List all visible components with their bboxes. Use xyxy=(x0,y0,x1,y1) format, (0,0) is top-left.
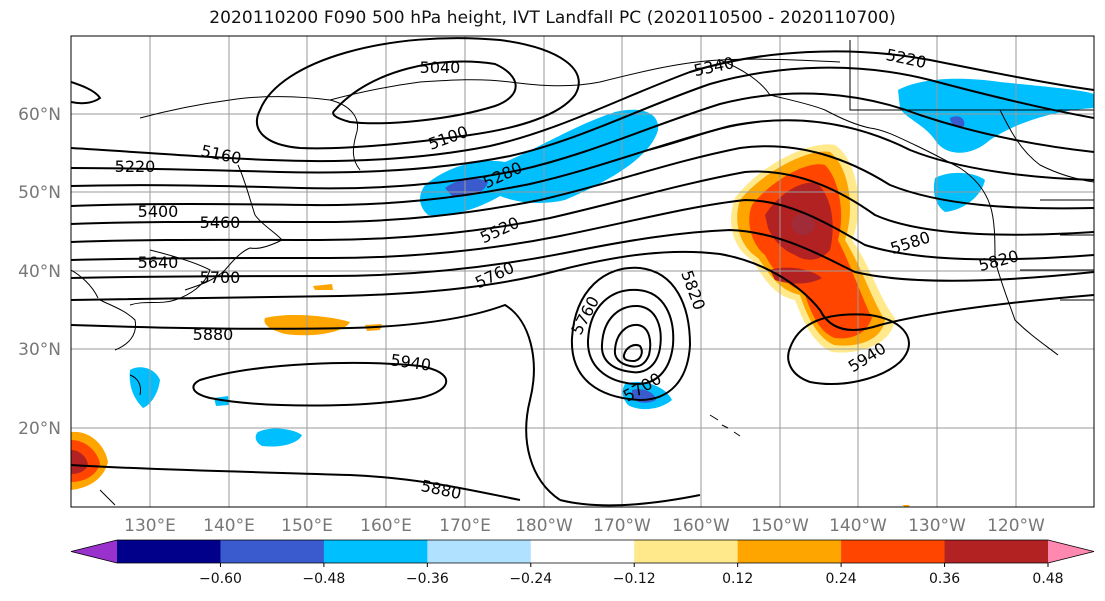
colorbar-tick-label: −0.60 xyxy=(199,571,242,587)
lon-label: 180°W xyxy=(515,516,573,536)
colorbar-segment xyxy=(117,540,221,563)
lon-label: 150°E xyxy=(281,516,333,536)
gridlines xyxy=(71,36,1094,507)
colorbar-tick-label: −0.48 xyxy=(302,571,345,587)
height-contours xyxy=(71,37,1094,507)
lat-label: 60°N xyxy=(18,105,61,125)
colorbar-segment xyxy=(634,540,739,563)
colorbar-tick-label: 0.12 xyxy=(722,571,753,587)
contour-label: 5400 xyxy=(138,202,179,221)
contour-label: 5040 xyxy=(420,58,461,77)
lat-label: 30°N xyxy=(18,340,61,360)
colorbar-outline xyxy=(70,539,1095,564)
lon-label: 160°E xyxy=(360,516,412,536)
contour-label: 5700 xyxy=(200,268,241,287)
contour-label: 5880 xyxy=(193,325,234,344)
colorbar-segment xyxy=(530,540,635,563)
lon-label: 160°W xyxy=(672,516,730,536)
colorbar-segment xyxy=(427,540,532,563)
colorbar-extend-low xyxy=(71,540,117,563)
lon-label: 140°W xyxy=(829,516,887,536)
lat-label: 50°N xyxy=(18,183,61,203)
colorbar-segment xyxy=(944,540,1049,563)
contour-label: 5460 xyxy=(200,213,241,232)
colorbar-tick-label: −0.12 xyxy=(613,571,656,587)
colorbar-tick-label: −0.24 xyxy=(509,571,552,587)
colorbar-extend-high xyxy=(1048,540,1094,563)
colorbar-segment xyxy=(737,540,842,563)
contour-label: 5220 xyxy=(115,157,156,176)
lon-label: 170°E xyxy=(439,516,491,536)
map-title: 2020110200 F090 500 hPa height, IVT Land… xyxy=(209,8,896,28)
lon-label: 120°W xyxy=(987,516,1045,536)
colorbar-segment xyxy=(841,540,946,563)
map-frame xyxy=(70,35,1095,508)
lon-label: 170°W xyxy=(593,516,651,536)
lat-label: 20°N xyxy=(18,419,61,439)
colorbar: −0.60 −0.48 −0.36 −0.24 −0.12 0.12 0.24 0.36 0.4… xyxy=(70,539,1095,587)
colorbar-segment xyxy=(323,540,428,563)
map-area: 5040 5100 5160 5220 5280 5340 5400 5460 … xyxy=(71,36,1094,507)
lon-label: 140°E xyxy=(203,516,255,536)
colorbar-tick-label: 0.48 xyxy=(1032,571,1063,587)
colorbar-tick-label: 0.36 xyxy=(929,571,960,587)
latitude-labels: 60°N 50°N 40°N 30°N 20°N xyxy=(18,105,61,439)
longitude-labels: 130°E 140°E 150°E 160°E 170°E 180°W 170°… xyxy=(124,516,1045,536)
lon-label: 130°E xyxy=(124,516,176,536)
colorbar-segment xyxy=(220,540,325,563)
lat-label: 40°N xyxy=(18,262,61,282)
contour-label: 5640 xyxy=(138,253,179,272)
colorbar-tick-label: 0.24 xyxy=(826,571,857,587)
lon-label: 130°W xyxy=(908,516,966,536)
colorbar-tick-label: −0.36 xyxy=(406,571,449,587)
lon-label: 150°W xyxy=(751,516,809,536)
